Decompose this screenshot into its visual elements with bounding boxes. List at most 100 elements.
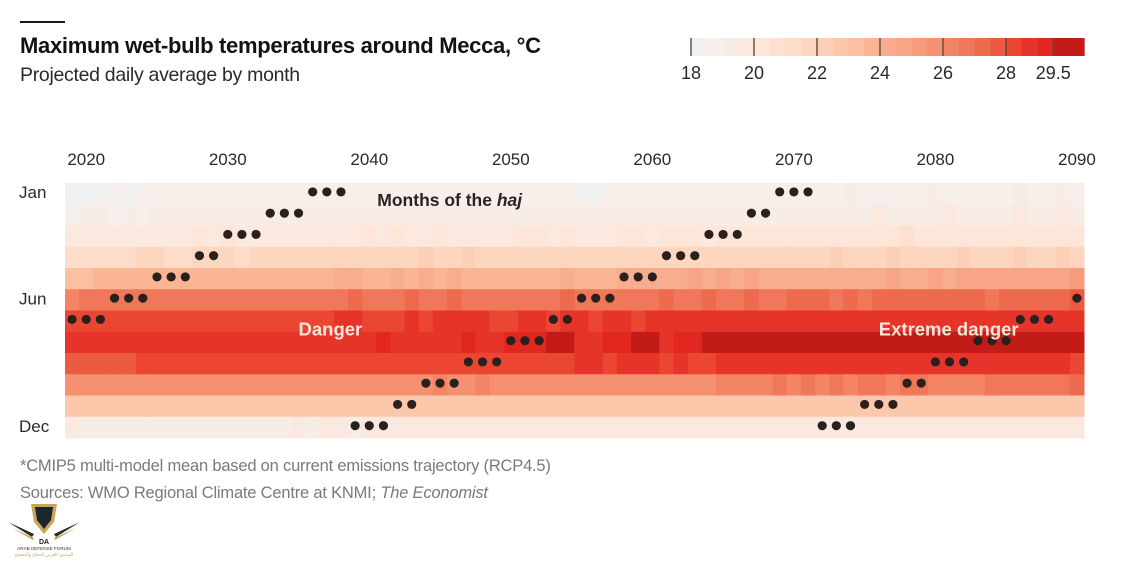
heatmap-cell bbox=[730, 183, 745, 205]
footnote: *CMIP5 multi-model mean based on current… bbox=[20, 457, 551, 475]
heatmap-cell bbox=[574, 246, 590, 269]
haj-marker bbox=[633, 272, 643, 282]
heatmap-cell bbox=[319, 204, 335, 226]
heatmap-cell bbox=[716, 183, 731, 205]
heatmap-cell bbox=[121, 416, 137, 439]
y-tick-label: Dec bbox=[19, 417, 50, 436]
color-legend: 18 20 22 24 26 28 29.5 bbox=[681, 38, 1085, 83]
heatmap-cell bbox=[857, 331, 873, 354]
heatmap-cell bbox=[1027, 353, 1043, 375]
heatmap-cell bbox=[999, 353, 1014, 375]
heatmap-cell bbox=[1013, 225, 1028, 248]
heatmap-cell bbox=[659, 331, 675, 354]
heatmap-cell bbox=[673, 416, 689, 439]
heatmap-cell bbox=[1013, 353, 1028, 375]
heatmap-cell bbox=[79, 353, 94, 375]
heatmap-cell bbox=[192, 416, 208, 439]
heatmap-cell bbox=[432, 183, 448, 205]
heatmap-cell bbox=[305, 246, 321, 269]
heatmap-cell bbox=[517, 246, 533, 269]
haj-marker bbox=[704, 229, 714, 240]
heatmap-cell bbox=[475, 289, 491, 311]
legend-swatch bbox=[864, 38, 881, 56]
heatmap-cell bbox=[432, 268, 448, 290]
heatmap-cell bbox=[362, 353, 377, 375]
heatmap-cell bbox=[970, 310, 986, 333]
heatmap-cell bbox=[79, 289, 94, 311]
heatmap-cell bbox=[970, 246, 986, 269]
legend-swatch bbox=[848, 38, 865, 56]
heatmap-cell bbox=[121, 331, 137, 354]
heatmap-cell bbox=[206, 310, 222, 333]
heatmap-cell bbox=[277, 246, 292, 269]
heatmap-cell bbox=[248, 374, 264, 396]
heatmap-cell bbox=[489, 204, 505, 226]
danger-annotation: Danger bbox=[299, 319, 363, 340]
heatmap-cell bbox=[164, 289, 179, 311]
heatmap-cell bbox=[588, 416, 604, 439]
haj-marker bbox=[435, 378, 445, 388]
haj-marker bbox=[421, 378, 431, 388]
legend-tick-label: 24 bbox=[870, 63, 890, 83]
heatmap-cell bbox=[178, 331, 193, 354]
haj-marker bbox=[364, 421, 374, 431]
heatmap-cell bbox=[390, 204, 406, 226]
heatmap-cell bbox=[843, 395, 859, 418]
heatmap-cell bbox=[546, 374, 561, 396]
heatmap-cell bbox=[263, 289, 278, 311]
haj-marker bbox=[746, 208, 757, 218]
heatmap-cell bbox=[192, 395, 208, 418]
haj-marker bbox=[180, 272, 190, 282]
heatmap-cell bbox=[984, 183, 1000, 205]
legend-swatch bbox=[769, 38, 786, 56]
legend-swatch bbox=[722, 38, 739, 56]
heatmap-cell bbox=[305, 353, 321, 375]
heatmap-cell bbox=[602, 183, 618, 205]
heatmap-cell bbox=[885, 374, 901, 396]
heatmap-cell bbox=[815, 310, 830, 333]
haj-marker bbox=[576, 293, 587, 303]
haj-marker bbox=[209, 251, 219, 261]
heatmap-cell bbox=[461, 331, 476, 354]
heatmap-cell bbox=[1027, 395, 1043, 418]
heatmap-cell bbox=[503, 310, 519, 333]
heatmap-cell bbox=[319, 289, 335, 311]
heatmap-cell bbox=[489, 183, 505, 205]
heatmap-cell bbox=[687, 225, 703, 248]
heatmap-cell bbox=[800, 204, 816, 226]
heatmap-cell bbox=[602, 310, 618, 333]
heatmap-cell bbox=[1055, 268, 1071, 290]
heatmap-cell bbox=[1027, 289, 1043, 311]
heatmap-cell bbox=[1027, 331, 1043, 354]
heatmap-cell bbox=[418, 395, 434, 418]
heatmap-cell bbox=[206, 204, 222, 226]
heatmap-cell bbox=[885, 225, 901, 248]
heatmap-cell bbox=[447, 289, 462, 311]
heatmap-cell bbox=[758, 246, 774, 269]
heatmap-cell bbox=[673, 331, 689, 354]
haj-marker bbox=[166, 272, 176, 282]
heatmap-cell bbox=[291, 395, 307, 418]
heatmap-cell bbox=[206, 289, 222, 311]
heatmap-cell bbox=[1027, 416, 1043, 439]
heatmap-cell bbox=[659, 225, 675, 248]
heatmap-cell bbox=[914, 246, 929, 269]
heatmap-cell bbox=[206, 268, 222, 290]
heatmap-cell bbox=[574, 395, 590, 418]
heatmap-cell bbox=[758, 374, 774, 396]
haj-annotation: Months of the haj bbox=[377, 190, 523, 210]
heatmap-cell bbox=[631, 310, 646, 333]
heatmap-cell bbox=[475, 268, 491, 290]
heatmap-cell bbox=[1027, 225, 1043, 248]
heatmap-cell bbox=[758, 183, 774, 205]
heatmap-cell bbox=[772, 225, 788, 248]
legend-swatch bbox=[1006, 38, 1023, 56]
heatmap-cell bbox=[1013, 268, 1028, 290]
heatmap-cell bbox=[390, 374, 406, 396]
legend-swatch bbox=[801, 38, 818, 56]
heatmap-cell bbox=[234, 310, 250, 333]
heatmap-cell bbox=[900, 353, 915, 375]
heatmap-cell bbox=[616, 353, 632, 375]
heatmap-cell bbox=[673, 183, 689, 205]
heatmap-cell bbox=[942, 225, 958, 248]
